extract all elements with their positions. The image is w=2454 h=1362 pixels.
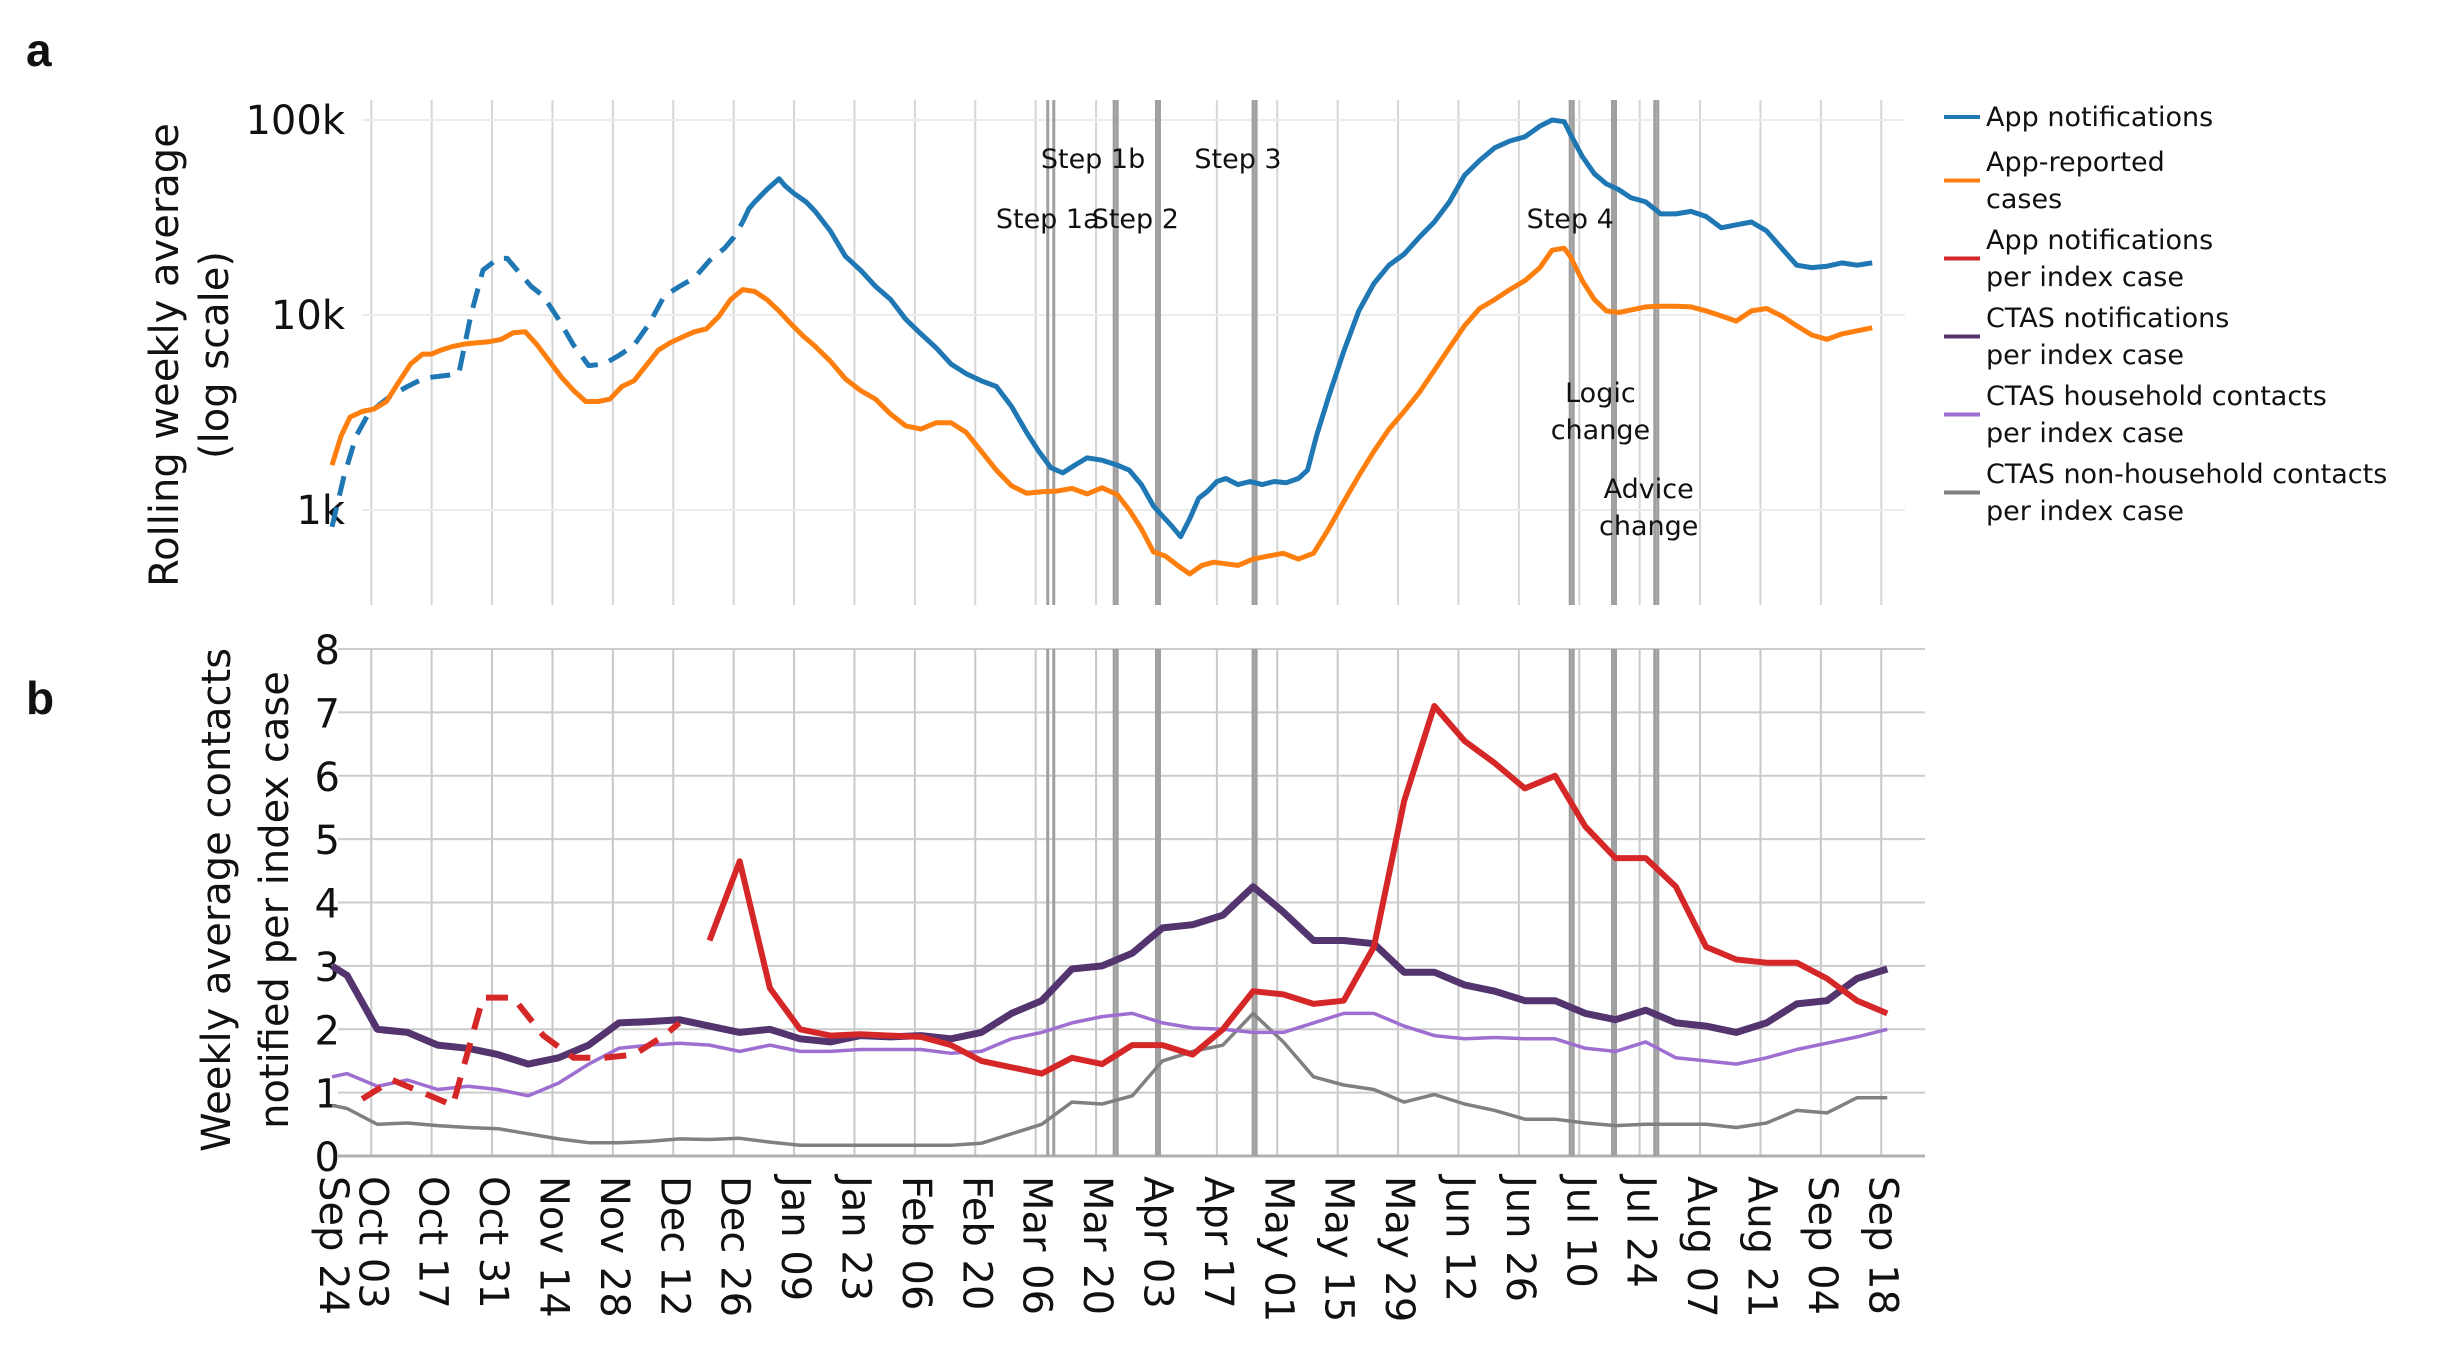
panel-a-y-tick-label: 10k <box>271 293 346 339</box>
legend: App notifications App-reported cases App no… <box>1944 102 2387 527</box>
panel-b-x-tick-label: Nov 28 <box>591 1176 637 1318</box>
annotation-label: Advice <box>1604 474 1694 505</box>
annotation-label: Step 3 <box>1194 144 1281 175</box>
panel-b-x-tick-label: Jan 23 <box>832 1173 878 1301</box>
panel-b-y-axis-label-line: notified per index case <box>252 671 298 1129</box>
panel-b-x-tick-label: Oct 31 <box>470 1176 516 1309</box>
legend-label: per index case <box>1986 496 2184 527</box>
panel-a-y-tick-label: 100k <box>245 98 345 144</box>
panel-b-x-tick-label: May 15 <box>1316 1176 1362 1322</box>
panel-b-x-tick-label: Sep 04 <box>1799 1176 1845 1315</box>
panel-a-y-axis-label: Rolling weekly average (log scale) <box>142 123 238 587</box>
panel-b-x-tick-label: Aug 21 <box>1738 1176 1784 1318</box>
panel-a-letter: a <box>26 24 52 76</box>
panel-b-x-tick-label: Dec 12 <box>651 1176 697 1317</box>
series-line-ctas-notifications-per-index-case <box>330 883 1889 1068</box>
legend-label: App notifications <box>1986 225 2213 256</box>
panel-b-x-tick-label: May 01 <box>1255 1176 1301 1322</box>
legend-label: CTAS household contacts <box>1986 381 2327 412</box>
panel-b-x-tick-label: Dec 26 <box>712 1176 758 1317</box>
legend-label: cases <box>1986 184 2062 215</box>
panel-b-x-tick-label: Sep 18 <box>1859 1176 1905 1315</box>
series-line-app-reported-cases <box>329 245 1873 577</box>
panel-b-y-tick-label: 4 <box>315 882 340 928</box>
panel-b-x-tick-label: Apr 03 <box>1134 1176 1180 1309</box>
panel-b-x-tick-label: Jun 26 <box>1497 1173 1543 1302</box>
panel-b-x-tick-label: Mar 06 <box>1014 1176 1060 1315</box>
legend-label: per index case <box>1986 418 2184 449</box>
panel-b-x-tick-label: Jun 12 <box>1436 1173 1482 1302</box>
series-line-app-notifications <box>740 117 1873 540</box>
panel-b-x-tick-label: Feb 20 <box>953 1176 999 1310</box>
series-line-ctas-non-household-contacts-per-index-case <box>331 1011 1888 1147</box>
panel-b-x-tick-label: Feb 06 <box>893 1176 939 1310</box>
panel-b-x-tick-label: Jul 10 <box>1557 1173 1603 1288</box>
panel-b-y-tick-label: 5 <box>315 818 340 864</box>
panel-b-y-tick-label: 6 <box>315 755 340 801</box>
panel-b-x-tick-label: Jul 24 <box>1618 1173 1664 1288</box>
legend-label: App notifications <box>1986 102 2213 133</box>
panel-b-x-tick-label: Aug 07 <box>1678 1176 1724 1318</box>
panel-a-series <box>329 117 1873 577</box>
panel-a-event-lines <box>1046 100 1660 605</box>
panel-b-x-tick-label: Oct 17 <box>410 1176 456 1309</box>
panel-b-y-axis-label: Weekly average contacts notified per inde… <box>194 648 298 1152</box>
series-line-app-notifications-per-index-case <box>360 994 682 1109</box>
panel-b-x-tick-label: Apr 17 <box>1195 1176 1241 1309</box>
annotation-label: Logic <box>1565 378 1636 409</box>
annotation-label: Step 4 <box>1527 204 1614 235</box>
legend-item: CTAS household contacts per index case <box>1944 381 2327 449</box>
panel-b-letter: b <box>26 672 54 724</box>
legend-label: per index case <box>1986 262 2184 293</box>
annotation-label: Step 1b <box>1041 144 1145 175</box>
panel-b-x-tick-label: Sep 24 <box>310 1176 356 1315</box>
legend-item: App notifications <box>1944 102 2213 133</box>
legend-item: App-reported cases <box>1944 147 2165 215</box>
panel-b-y-tick-label: 1 <box>315 1072 340 1118</box>
panel-b-x-tick-label: Oct 03 <box>349 1176 395 1309</box>
legend-label: CTAS notifications <box>1986 303 2229 334</box>
panel-b-x-tick-label: Nov 14 <box>530 1176 576 1318</box>
series-line-app-notifications-per-index-case <box>706 703 1889 1077</box>
panel-a-y-axis-label-line: (log scale) <box>192 251 238 459</box>
legend-item: CTAS notifications per index case <box>1944 303 2229 371</box>
annotation-label: Step 1a <box>996 204 1100 235</box>
panel-a-annotations: Step 1a Step 1b Step 2 Step 3 Step 4 Logic cha… <box>996 144 1699 542</box>
panel-b-y-tick-label: 7 <box>315 691 340 737</box>
panel-b-series <box>330 703 1889 1147</box>
panel-b-y-axis-label-line: Weekly average contacts <box>194 648 240 1152</box>
legend-label: CTAS non-household contacts <box>1986 459 2387 490</box>
panel-a-y-axis-label-line: Rolling weekly average <box>142 123 188 587</box>
panel-b-event-lines <box>1046 649 1660 1156</box>
legend-label: App-reported <box>1986 147 2165 178</box>
panel-b-x-tick-label: May 29 <box>1376 1176 1422 1322</box>
legend-item: App notifications per index case <box>1944 225 2213 293</box>
legend-item: CTAS non-household contacts per index cas… <box>1944 459 2387 527</box>
panel-b-y-tick-label: 8 <box>315 628 340 674</box>
panel-b-y-tick-label: 0 <box>315 1135 340 1181</box>
panel-b-y-tick-label: 2 <box>315 1008 340 1054</box>
series-line-app-notifications <box>329 220 745 528</box>
annotation-label: Step 2 <box>1092 204 1179 235</box>
legend-label: per index case <box>1986 340 2184 371</box>
annotation-label: change <box>1551 415 1650 446</box>
annotation-label: change <box>1599 511 1698 542</box>
panel-b-x-tick-label: Mar 20 <box>1074 1176 1120 1315</box>
series-line-ctas-household-contacts-per-index-case <box>331 1011 1888 1098</box>
panel-b-x-tick-label: Jan 09 <box>772 1173 818 1301</box>
